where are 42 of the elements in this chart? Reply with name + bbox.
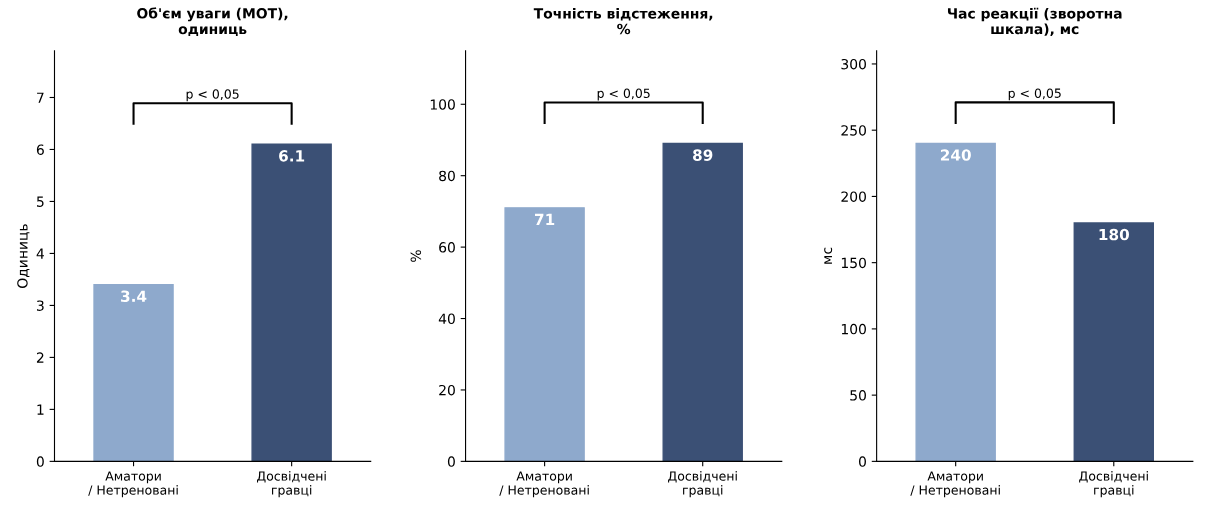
- y-tick-label: 0: [447, 456, 455, 467]
- x-tick-label: Досвідчені гравці: [257, 471, 326, 498]
- y-axis-title: мс: [824, 247, 833, 264]
- annotation: p < 0,05: [597, 88, 650, 101]
- y-tick-label: 50: [850, 390, 866, 401]
- data-label: 3.4: [121, 290, 147, 303]
- y-tick-label: 20: [439, 384, 455, 396]
- annotation: p < 0,05: [186, 89, 239, 102]
- y-tick-label: 60: [439, 242, 455, 253]
- y-tick-label: 100: [841, 323, 866, 335]
- x-tick-label: Досвідчені гравці: [668, 471, 737, 498]
- chart-title: Час реакції (зворотна шкала), мс: [947, 7, 1122, 37]
- y-tick-label: 40: [438, 313, 455, 324]
- y-tick-label: 200: [841, 191, 866, 202]
- y-tick-label: 0: [858, 456, 866, 467]
- x-tick-label: Аматори / Нетреновані: [499, 471, 589, 498]
- y-tick-label: 80: [439, 170, 455, 182]
- chart-title: Об'єм уваги (MOT), одиниць: [137, 7, 288, 36]
- y-axis-title: Одиниць: [17, 224, 30, 288]
- y-tick-label: 2: [36, 352, 44, 363]
- y-tick-label: 0: [36, 456, 44, 467]
- data-label: 6.1: [279, 150, 305, 162]
- y-tick-label: 150: [841, 257, 866, 269]
- y-tick-label: 100: [430, 99, 455, 110]
- data-label: 71: [535, 213, 555, 225]
- y-tick-label: 300: [841, 58, 866, 70]
- y-tick-label: 4: [36, 248, 44, 259]
- chart-title: Точність відстеження, %: [533, 7, 713, 35]
- x-tick-label: Аматори / Нетреновані: [88, 471, 178, 498]
- y-axis-title: %: [410, 250, 422, 262]
- x-tick-label: Досвідчені гравці: [1079, 471, 1148, 498]
- data-label: 89: [693, 149, 713, 161]
- y-tick-label: 7: [37, 92, 44, 103]
- data-label: 180: [1099, 228, 1129, 241]
- y-tick-label: 3: [37, 300, 44, 311]
- y-tick-label: 250: [841, 125, 866, 136]
- y-tick-label: 5: [37, 196, 44, 207]
- annotation: p < 0,05: [1008, 88, 1061, 101]
- data-label: 240: [940, 149, 971, 161]
- y-tick-label: 1: [37, 404, 44, 415]
- y-tick-label: 6: [36, 144, 44, 155]
- x-tick-label: Аматори / Нетреновані: [910, 471, 1000, 498]
